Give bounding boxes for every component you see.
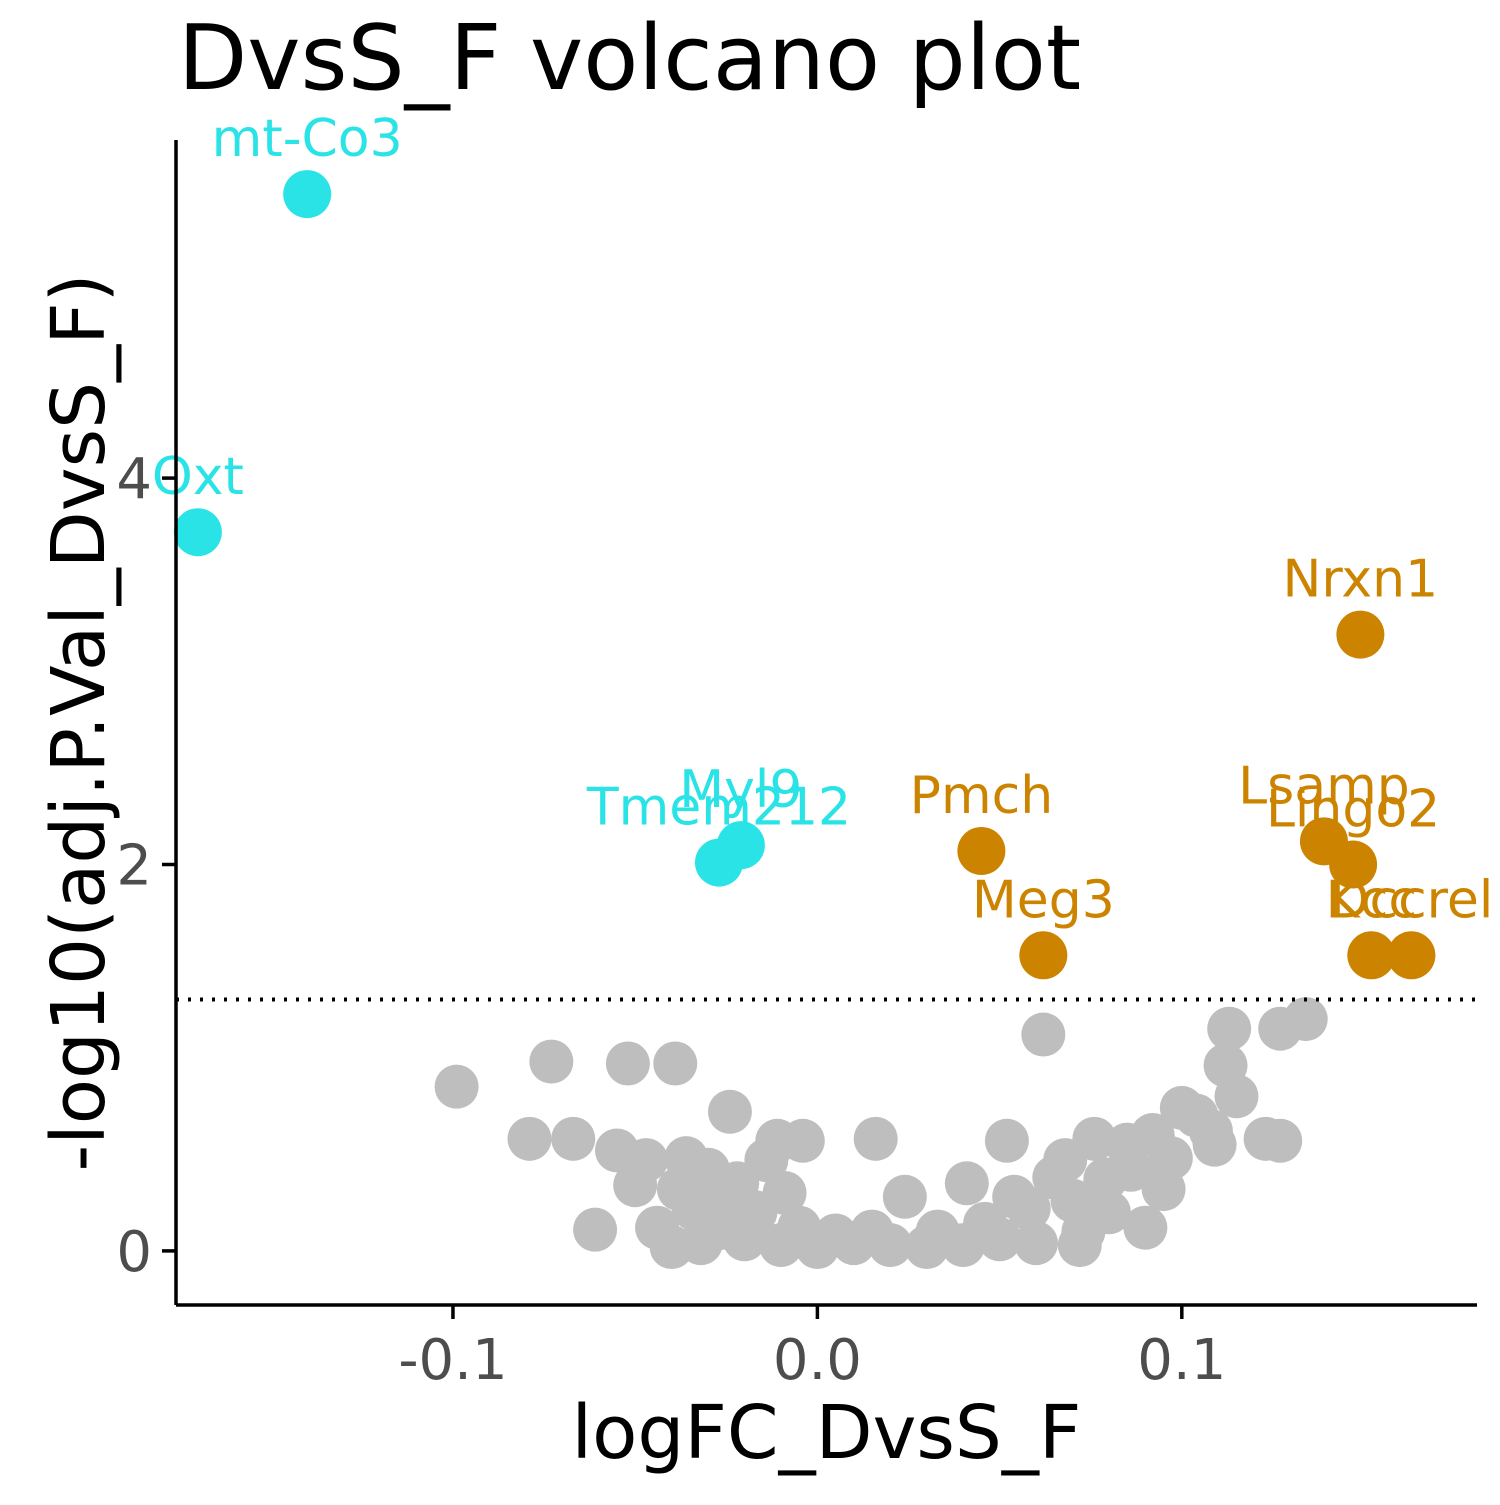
gene-label-tmem212: Tmem212	[586, 778, 851, 838]
x-axis-title: logFC_DvsS_F	[572, 1390, 1082, 1476]
y-tick-label: 4	[116, 447, 152, 512]
nonsignificant-point	[1086, 1190, 1131, 1235]
nonsignificant-point	[693, 1178, 738, 1223]
gene-label-nrxn1: Nrxn1	[1283, 550, 1439, 610]
x-tick-label: 0.0	[773, 1328, 862, 1393]
nonsignificant-points	[434, 997, 1328, 1270]
x-tick-label: 0.1	[1137, 1328, 1226, 1393]
nonsignificant-point	[434, 1064, 479, 1109]
gene-label-mt-co3: mt-Co3	[212, 109, 403, 169]
y-axis-ticks: 0 2 4	[116, 447, 176, 1285]
nonsignificant-point	[758, 1223, 803, 1268]
chart-title: DvsS_F volcano plot	[178, 6, 1082, 111]
gene-point-pmch	[957, 826, 1006, 875]
nonsignificant-point	[1021, 1012, 1066, 1057]
nonsignificant-point	[1057, 1223, 1102, 1268]
nonsignificant-point	[635, 1205, 680, 1250]
nonsignificant-point	[944, 1161, 989, 1206]
significant-points	[173, 170, 1436, 980]
nonsignificant-point	[1207, 1006, 1252, 1051]
gene-point-tmem212	[694, 838, 743, 887]
nonsignificant-point	[613, 1163, 658, 1208]
nonsignificant-point	[882, 1174, 927, 1219]
y-tick-label: 0	[116, 1220, 152, 1285]
gene-point-mt-co3	[283, 170, 332, 219]
nonsignificant-point	[529, 1039, 574, 1084]
x-tick-label: -0.1	[398, 1328, 507, 1393]
nonsignificant-point	[1283, 997, 1328, 1042]
nonsignificant-point	[963, 1201, 1008, 1246]
nonsignificant-point	[780, 1118, 825, 1163]
nonsignificant-point	[707, 1089, 752, 1134]
nonsignificant-point	[1130, 1112, 1175, 1157]
gene-label-dccrel: Dccrel	[1329, 870, 1493, 930]
nonsignificant-point	[1159, 1085, 1204, 1130]
nonsignificant-point	[1258, 1118, 1303, 1163]
nonsignificant-point	[573, 1207, 618, 1252]
nonsignificant-point	[664, 1136, 709, 1181]
nonsignificant-point	[813, 1213, 858, 1258]
nonsignificant-point	[1043, 1138, 1088, 1183]
nonsignificant-point	[1214, 1074, 1259, 1119]
gene-label-pmch: Pmch	[910, 766, 1054, 826]
gene-label-lsamp: Lsamp	[1238, 756, 1410, 816]
nonsignificant-point	[1083, 1157, 1128, 1202]
gene-label-meg3: Meg3	[972, 870, 1115, 930]
nonsignificant-point	[1050, 1178, 1095, 1223]
gene-point-meg3	[1019, 931, 1068, 980]
nonsignificant-point	[678, 1221, 723, 1266]
nonsignificant-point	[1123, 1205, 1168, 1250]
nonsignificant-point	[992, 1174, 1037, 1219]
nonsignificant-point	[551, 1116, 596, 1161]
gene-point-nrxn1	[1336, 610, 1385, 659]
nonsignificant-point	[1014, 1221, 1059, 1266]
gene-label-myl9: Myl9	[679, 760, 802, 820]
nonsignificant-point	[1141, 1167, 1186, 1212]
y-axis-title: -log10(adj.P.Val_DvsS_F)	[36, 273, 122, 1171]
nonsignificant-point	[850, 1209, 895, 1254]
nonsignificant-point	[1192, 1122, 1237, 1167]
y-tick-label: 2	[116, 834, 152, 899]
gene-point-lingo2	[1329, 840, 1378, 889]
nonsignificant-point	[915, 1209, 960, 1254]
gene-point-kcc	[1347, 931, 1396, 980]
gene-label-kcc: Kcc	[1326, 870, 1417, 930]
gene-label-lingo2: Lingo2	[1266, 780, 1440, 840]
nonsignificant-point	[853, 1116, 898, 1161]
nonsignificant-point	[653, 1041, 698, 1086]
gene-point-oxt	[173, 508, 222, 557]
gene-point-dccrel	[1387, 931, 1436, 980]
nonsignificant-point	[984, 1118, 1029, 1163]
nonsignificant-point	[605, 1041, 650, 1086]
nonsignificant-point	[507, 1116, 552, 1161]
x-axis-ticks: -0.1 0.0 0.1	[398, 1305, 1226, 1393]
